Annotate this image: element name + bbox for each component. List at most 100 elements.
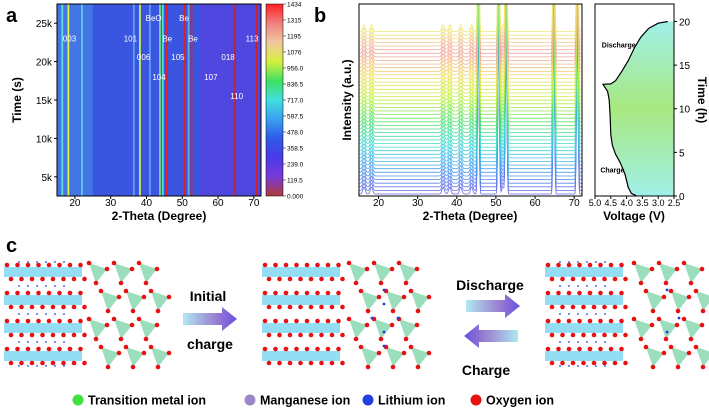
lithium-ion xyxy=(45,261,47,263)
lithium-ion xyxy=(595,261,597,263)
peak-annotation: 101 xyxy=(124,35,138,44)
oxygen-ion xyxy=(340,360,345,366)
xrd-trace xyxy=(359,4,582,94)
panel-label-c: c xyxy=(6,235,17,257)
lithium-ion xyxy=(54,365,56,367)
oxygen-ion xyxy=(283,318,289,324)
oxygen-ion xyxy=(577,318,582,324)
oxygen-ion xyxy=(67,318,73,324)
tetrahedron xyxy=(399,263,417,283)
lithium-ion xyxy=(559,341,561,343)
lithium-ion xyxy=(63,285,65,287)
oxygen-ion xyxy=(36,262,41,268)
oxygen-ion xyxy=(129,266,135,272)
oxygen-ion xyxy=(329,276,335,282)
tetrahedron xyxy=(646,347,664,367)
oxygen-ion xyxy=(566,318,572,324)
oxygen-ion xyxy=(675,364,681,370)
xrd-trace xyxy=(359,4,582,173)
oxygen-ion xyxy=(675,308,681,314)
lithium-ion xyxy=(577,313,579,315)
oxygen-ion xyxy=(325,262,331,268)
spinel-structure xyxy=(86,260,172,370)
xrd-trace xyxy=(359,4,582,162)
oxygen-ion xyxy=(390,308,396,314)
legend-item: Transition metal ion xyxy=(72,394,206,408)
transition-metal-layer xyxy=(4,323,82,333)
peak-annotation: Be xyxy=(188,35,198,44)
oxygen-ion xyxy=(82,276,87,282)
heatmap-cells xyxy=(57,4,261,196)
transition-metal-layer xyxy=(262,267,340,277)
transition-metal-layer xyxy=(262,351,340,361)
xrd-trace xyxy=(359,4,582,166)
xrd-trace xyxy=(359,4,582,115)
oxygen-ion xyxy=(262,290,268,296)
lithium-ion xyxy=(586,313,588,315)
oxygen-ion xyxy=(129,322,135,328)
oxygen-ion xyxy=(19,304,24,310)
lithium-ion xyxy=(559,313,561,315)
oxygen-ion xyxy=(67,346,73,352)
oxygen-ion xyxy=(294,346,299,352)
heatmap-peak-line xyxy=(161,4,164,196)
charge-arrow xyxy=(464,324,518,348)
oxygen-ion xyxy=(426,294,432,300)
oxygen-ion xyxy=(61,304,66,310)
oxygen-ion xyxy=(8,304,14,310)
oxygen-ion xyxy=(25,346,31,352)
lithium-ion xyxy=(27,341,29,343)
transition-metal-layer xyxy=(545,351,623,361)
voltage-ylabel: Time (h) xyxy=(695,77,709,123)
peak-annotation: 006 xyxy=(137,53,151,62)
oxygen-ion xyxy=(631,316,637,322)
oxygen-ion xyxy=(283,262,289,268)
oxygen-ion xyxy=(19,276,24,282)
tetrahedron xyxy=(126,347,144,367)
xrd-trace xyxy=(359,4,582,155)
oxygen-ion xyxy=(688,280,694,286)
oxygen-ion xyxy=(643,344,649,350)
colorbar-tick-label: 956.0 xyxy=(287,66,304,73)
heatmap-panel: 20 30 40 50 60 70 5k 10k 15k 20k 25k 003 101 006 104 10… xyxy=(36,2,304,210)
tetrahedron xyxy=(126,291,144,311)
voltage-xtick-label: 5.0 xyxy=(589,198,602,208)
voltage-xlabel: Voltage (V) xyxy=(603,209,665,223)
xrd-trace xyxy=(359,4,582,51)
oxygen-ion xyxy=(638,280,644,286)
oxygen-ion xyxy=(78,318,83,324)
oxygen-ion xyxy=(294,318,299,324)
oxygen-ion xyxy=(4,262,10,268)
oxygen-ion xyxy=(148,344,154,350)
oxygen-ion xyxy=(155,364,161,370)
oxygen-ion xyxy=(315,290,320,296)
oxygen-ion xyxy=(136,260,142,266)
oxygen-ion xyxy=(40,276,45,282)
tetrahedron xyxy=(361,347,379,367)
layered-structure xyxy=(262,262,345,366)
lithium-ion xyxy=(604,261,606,263)
oxygen-ion xyxy=(25,290,31,296)
oxygen-ion xyxy=(643,288,649,294)
oxygen-ion xyxy=(401,350,407,356)
oxygen-ion xyxy=(390,364,396,370)
structure-diagram xyxy=(4,260,709,370)
lithium-ion xyxy=(604,285,606,287)
xrd-xtick-label: 60 xyxy=(529,198,541,209)
lithium-ion xyxy=(604,313,606,315)
voltage-ytick-label: 5 xyxy=(679,148,685,159)
oxygen-ion xyxy=(143,280,149,286)
oxygen-ion xyxy=(36,318,41,324)
lithium-ion xyxy=(665,288,669,292)
oxygen-ion xyxy=(371,260,377,266)
oxygen-ion xyxy=(549,332,555,338)
oxygen-ion xyxy=(663,280,669,286)
oxygen-ion xyxy=(104,266,110,272)
oxygen-ion xyxy=(329,332,335,338)
xrd-trace xyxy=(359,4,582,32)
oxygen-ion xyxy=(668,288,674,294)
peak-annotation: Be xyxy=(162,35,172,44)
oxygen-ion xyxy=(545,290,551,296)
oxygen-ion xyxy=(298,360,303,366)
xrd-xtick-label: 50 xyxy=(490,198,502,209)
